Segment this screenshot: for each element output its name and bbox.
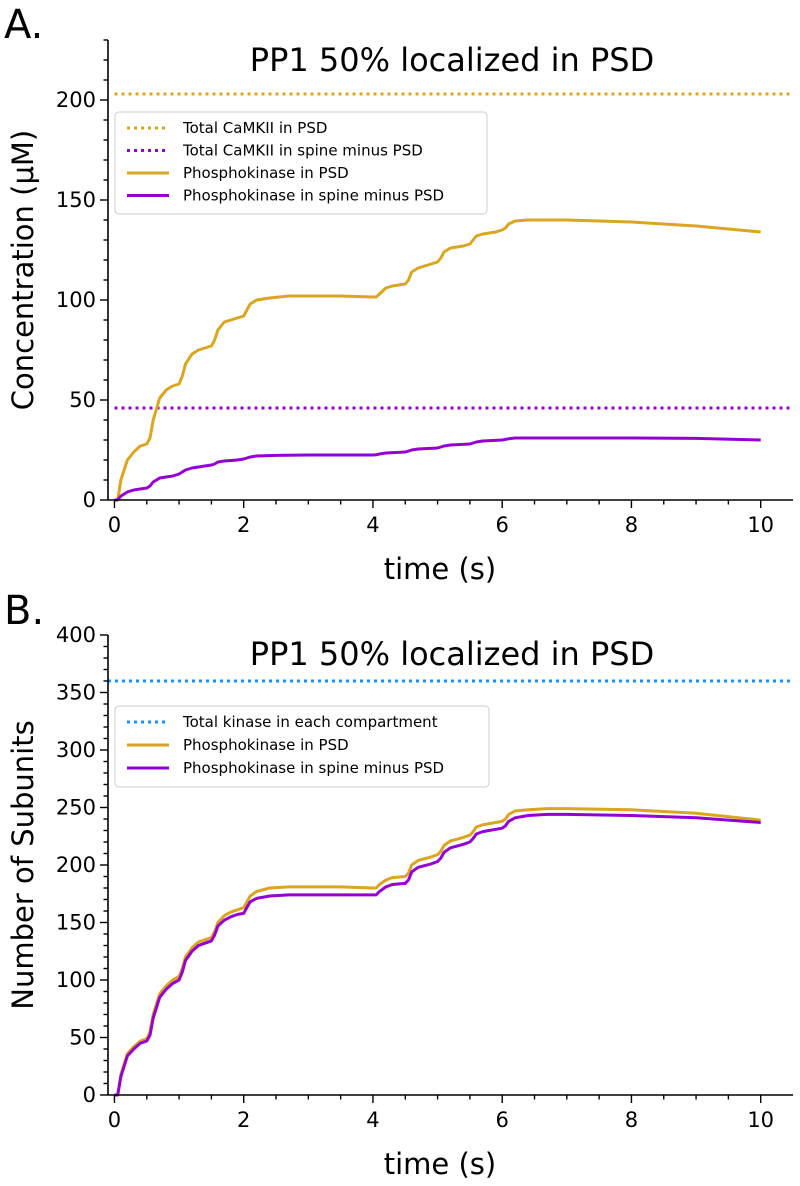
x-tick-label: 4 [366,1108,379,1132]
series-line-3 [114,218,761,502]
y-tick-label: 100 [56,968,96,992]
legend-label: Phosphokinase in spine minus PSD [183,759,444,777]
x-tick-label: 2 [237,513,250,537]
y-tick-label: 100 [56,288,96,312]
series-line-4 [114,436,761,502]
x-tick-label: 2 [237,1108,250,1132]
x-tick-label: 6 [496,513,509,537]
legend-label: Total kinase in each compartment [182,713,438,731]
chart-title: PP1 50% localized in PSD [250,635,654,673]
panel-a: A. PP1 50% localized in PSD 0 2 4 6 8 1005010… [4,2,793,586]
legend-box [114,705,490,788]
y-tick-label: 400 [56,623,96,647]
legend-label: Phosphokinase in PSD [183,164,349,182]
legend: Total CaMKII in PSD Total CaMKII in spine… [114,111,488,215]
y-tick-label: 200 [56,88,96,112]
x-tick-label: 6 [496,1108,509,1132]
y-tick-label: 150 [56,911,96,935]
series-layer [108,679,793,1097]
x-axis-label: time (s) [384,1147,496,1181]
x-tick-label: 10 [747,1108,774,1132]
x-tick-label: 8 [625,1108,638,1132]
x-tick-label: 0 [108,1108,121,1132]
y-tick-label: 50 [69,388,96,412]
panel-letter: A. [4,2,43,48]
legend-label: Phosphokinase in spine minus PSD [183,187,444,205]
y-tick-label: 0 [83,1083,96,1107]
y-tick-label: 200 [56,853,96,877]
chart-title: PP1 50% localized in PSD [250,41,654,79]
y-axis-label: Number of Subunits [6,720,40,1009]
y-tick-label: 150 [56,188,96,212]
y-tick-label: 300 [56,738,96,762]
y-tick-label: 50 [69,1026,96,1050]
legend-label: Total CaMKII in spine minus PSD [182,142,423,160]
x-tick-label: 0 [108,513,121,537]
x-tick-label: 8 [625,513,638,537]
legend-label: Phosphokinase in PSD [183,736,349,754]
series-line-3 [114,812,761,1097]
series-line-2 [114,807,761,1097]
y-tick-label: 250 [56,796,96,820]
x-tick-label: 10 [747,513,774,537]
x-tick-label: 4 [366,513,379,537]
x-axis-label: time (s) [384,552,496,586]
series-layer [114,92,793,502]
panel-letter: B. [4,588,44,634]
y-tick-label: 0 [83,488,96,512]
y-axis-label: Concentration (μM) [6,130,40,410]
y-tick-label: 350 [56,681,96,705]
legend-box [114,111,488,215]
legend: Total kinase in each compartment Phosphok… [114,705,490,788]
legend-label: Total CaMKII in PSD [182,119,327,137]
panel-b: B. PP1 50% localized in PSD 0 2 4 6 8 1005010… [4,588,793,1181]
